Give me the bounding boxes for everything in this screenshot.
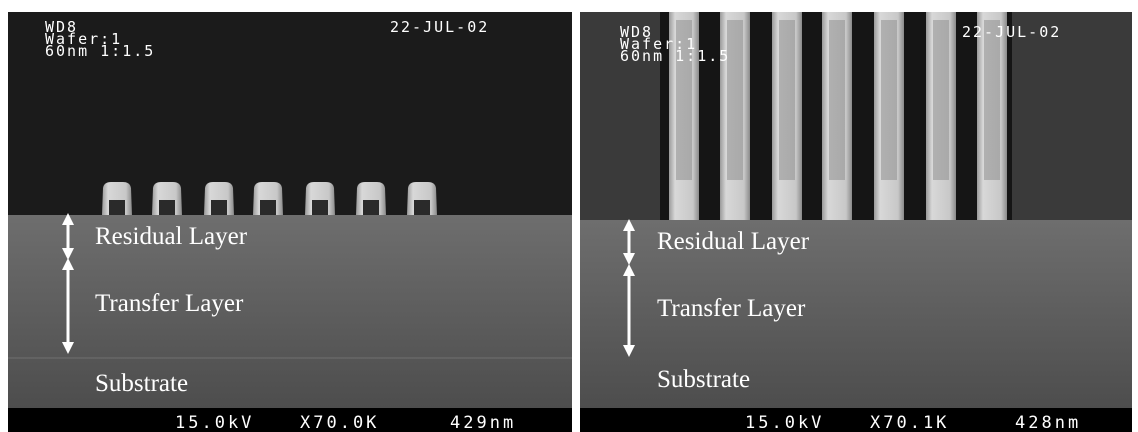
footer-text: 15.0kV [745,413,824,432]
gap [260,200,276,215]
slot [779,20,795,180]
gap [109,200,125,215]
gap [363,200,379,215]
slot [881,20,897,180]
layer-label: Substrate [95,370,188,397]
slot [727,20,743,180]
slot [829,20,845,180]
gap [159,200,175,215]
slot [984,20,1000,180]
layer-label: Residual Layer [95,223,248,250]
sem-image-left [8,12,572,432]
info-line: 60nm 1:1.5 [45,42,155,60]
date: 22-JUL-02 [962,23,1061,41]
footer-text: 429nm [450,413,516,432]
date: 22-JUL-02 [390,18,489,36]
layer-label: Transfer Layer [95,290,244,317]
gap [312,200,328,215]
footer-text: 428nm [1015,413,1081,432]
footer-text: 15.0kV [175,413,254,432]
footer-text: X70.1K [870,413,949,432]
layer-label: Residual Layer [657,228,810,255]
gap [211,200,227,215]
info-line: 60nm 1:1.5 [620,47,730,65]
slot [933,20,949,180]
layer-label: Substrate [657,366,750,393]
gap [414,200,430,215]
figure: WD8Wafer:160nm 1:1.522-JUL-02Residual La… [0,0,1138,432]
layer-label: Transfer Layer [657,295,806,322]
footer-text: X70.0K [300,413,379,432]
